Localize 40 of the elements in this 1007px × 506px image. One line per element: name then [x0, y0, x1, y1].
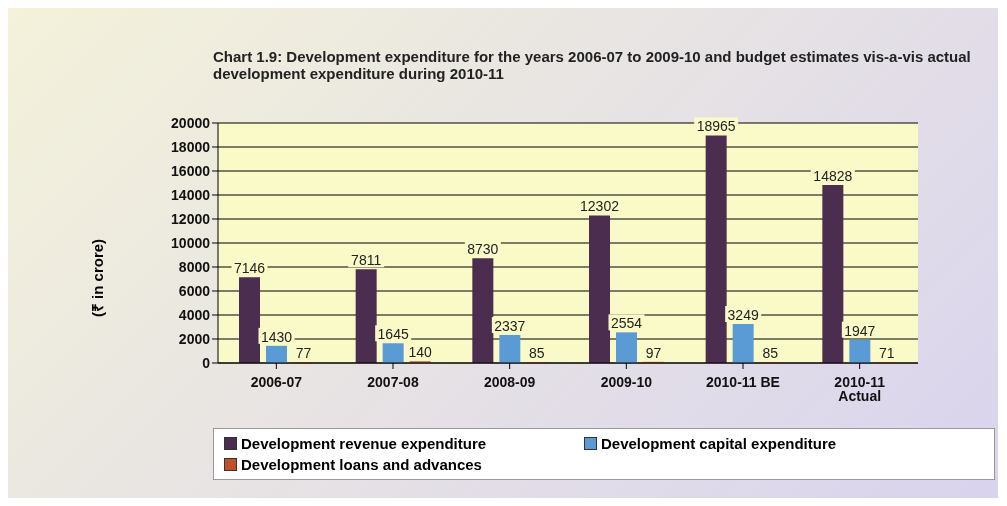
- y-tick-label: 10000: [171, 234, 211, 251]
- data-label: 12302: [580, 198, 620, 215]
- y-tick-label: 6000: [178, 282, 211, 299]
- x-tick-label: 2007-08: [367, 373, 419, 390]
- data-label: 97: [645, 344, 662, 361]
- y-tick-label: 16000: [171, 162, 211, 179]
- legend-label: Development loans and advances: [240, 456, 483, 473]
- data-label: 18965: [696, 118, 736, 135]
- y-axis-title: (₹ in crore): [88, 238, 108, 318]
- y-tick-label: 12000: [171, 210, 211, 227]
- legend-label: Development capital expenditure: [600, 435, 838, 452]
- data-label: 1645: [377, 326, 409, 343]
- x-tick-label: 2010-11 Actual: [834, 373, 886, 404]
- x-tick-label: 2010-11 BE: [706, 373, 780, 390]
- data-label: 71: [879, 345, 895, 362]
- data-label: 8730: [467, 241, 499, 258]
- data-label: 3249: [727, 307, 759, 324]
- data-label: 77: [295, 345, 312, 362]
- y-tick-label: 0: [202, 354, 211, 371]
- x-tick-label: 2008-09: [483, 373, 536, 390]
- data-label: 7811: [351, 252, 382, 269]
- data-label: 14828: [813, 168, 853, 185]
- data-label: 85: [529, 344, 545, 361]
- data-label: 1947: [844, 322, 876, 339]
- data-label: 140: [408, 344, 433, 361]
- y-tick-label: 8000: [178, 258, 211, 275]
- data-label: 2337: [494, 317, 526, 334]
- y-tick-label: 18000: [171, 138, 211, 155]
- data-label: 1430: [260, 328, 293, 345]
- y-tick-label: 4000: [178, 306, 211, 323]
- chart-title: Chart 1.9: Development expenditure for the years 2006-07 to 2009-10 and budget estimates vis-a-vis actual development expenditure during 2010-11: [213, 48, 972, 82]
- y-tick-label: 2000: [178, 330, 211, 347]
- x-tick-label: 2009-10: [600, 373, 653, 390]
- y-tick-label: 20000: [171, 114, 211, 131]
- y-tick-label: 14000: [171, 186, 211, 203]
- data-label: 85: [762, 344, 779, 361]
- data-label: 2554: [610, 315, 643, 332]
- data-label: 7146: [233, 260, 266, 277]
- x-tick-label: 2006-07: [250, 373, 303, 390]
- legend-label: Development revenue expenditure: [240, 435, 488, 452]
